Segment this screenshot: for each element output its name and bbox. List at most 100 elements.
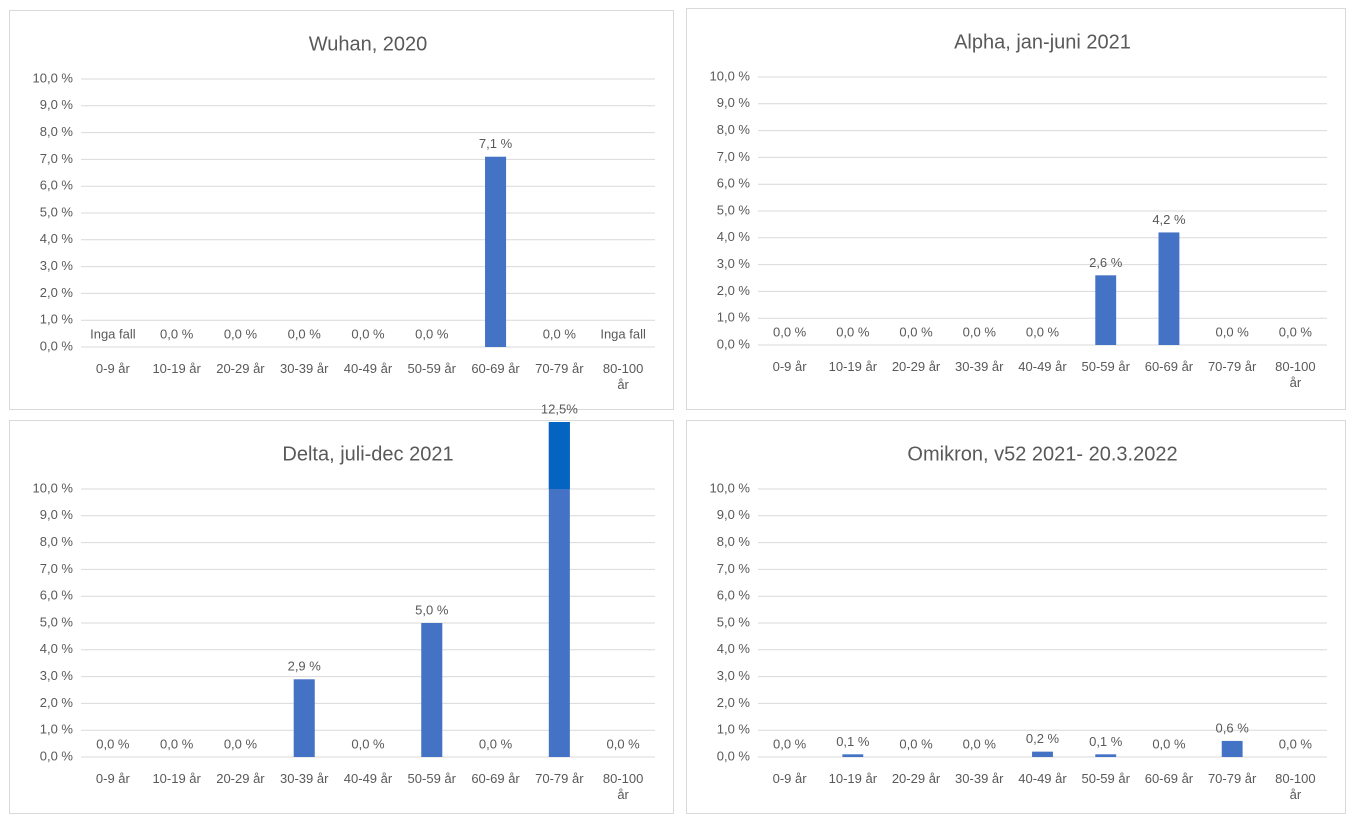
bar [293, 679, 315, 757]
x-tick-label: 30-39 år [280, 361, 329, 376]
bar [421, 623, 443, 757]
y-tick-label: 5,0 % [40, 204, 74, 219]
chart-panel: Delta, juli-dec 2021 0,0 % 1,0 % 2,0 % 3,0 %… [9, 401, 674, 814]
x-tick-label: 10-19 år [152, 361, 201, 376]
x-tick-label: 70-79 år [1207, 359, 1257, 374]
y-tick-label: 3,0 % [40, 668, 74, 683]
bar-overflow [548, 422, 570, 489]
y-tick-label: 3,0 % [40, 258, 74, 273]
chart-title: Delta, juli-dec 2021 [282, 443, 453, 465]
y-tick-label: 4,0 % [717, 641, 751, 656]
y-tick-label: 3,0 % [717, 256, 751, 271]
data-label: 0,0 % [415, 326, 449, 341]
x-tick-label: 10-19 år [828, 359, 878, 374]
x-tick-label: 80-100 år [1275, 771, 1316, 802]
y-tick-label: 8,0 % [717, 122, 751, 137]
bar [842, 754, 864, 757]
bar [1095, 754, 1117, 757]
chart-title: Wuhan, 2020 [309, 33, 428, 55]
y-tick-label: 8,0 % [40, 534, 74, 549]
x-tick-label: 60-69 år [1144, 771, 1194, 786]
data-label: 0,0 % [836, 324, 870, 339]
x-tick-label: 80-100 år [602, 771, 644, 802]
data-label: Inga fall [90, 326, 136, 341]
y-tick-label: 9,0 % [717, 95, 751, 110]
y-tick-label: 2,0 % [40, 285, 74, 300]
data-label: 0,0 % [606, 736, 640, 751]
data-label: 0,0 % [160, 326, 194, 341]
y-tick-label: 7,0 % [717, 149, 751, 164]
x-tick-label: 70-79 år [1207, 771, 1257, 786]
data-label: 0,0 % [96, 736, 130, 751]
data-label: 5,0 % [415, 602, 449, 617]
bar [1095, 275, 1117, 345]
x-tick-label: 40-49 år [343, 361, 393, 376]
x-tick-label: 50-59 år [1081, 771, 1130, 786]
x-tick-label: 50-59 år [407, 361, 456, 376]
y-tick-label: 1,0 % [717, 722, 751, 737]
y-tick-label: 0,0 % [717, 336, 751, 351]
y-tick-label: 10,0 % [33, 480, 74, 495]
x-tick-label: 60-69 år [471, 771, 520, 786]
y-tick-label: 6,0 % [717, 176, 751, 191]
x-tick-label: 0-9 år [95, 771, 130, 786]
data-label: 0,0 % [351, 736, 385, 751]
x-tick-label: 50-59 år [1081, 359, 1130, 374]
y-tick-label: 0,0 % [40, 748, 74, 763]
x-tick-label: 40-49 år [1018, 359, 1067, 374]
y-tick-label: 6,0 % [717, 588, 751, 603]
y-tick-label: 2,0 % [717, 283, 751, 298]
chart-title: Alpha, jan-juni 2021 [954, 31, 1131, 53]
data-label: 2,9 % [288, 659, 322, 674]
chart: Delta, juli-dec 2021 0,0 % 1,0 % 2,0 % 3,0 %… [33, 401, 655, 763]
y-tick-label: 1,0 % [717, 310, 751, 325]
x-tick-label: 60-69 år [1144, 359, 1194, 374]
y-tick-label: 0,0 % [717, 748, 751, 763]
x-tick-label: 10-19 år [152, 771, 201, 786]
x-tick-label: 50-59 år [407, 771, 456, 786]
y-tick-label: 4,0 % [40, 231, 74, 246]
y-tick-label: 5,0 % [717, 202, 751, 217]
y-tick-label: 9,0 % [717, 507, 751, 522]
x-tick-label: 20-29 år [216, 361, 265, 376]
data-label: 0,0 % [1152, 736, 1186, 751]
data-label: Inga fall [600, 326, 646, 341]
bar [1221, 740, 1243, 757]
data-label: 0,0 % [1279, 324, 1313, 339]
data-label: 0,0 % [899, 736, 933, 751]
data-label: 0,6 % [1216, 720, 1250, 735]
y-tick-label: 9,0 % [40, 97, 74, 112]
y-tick-label: 10,0 % [710, 480, 751, 495]
y-tick-label: 4,0 % [717, 229, 751, 244]
y-tick-label: 5,0 % [717, 614, 751, 629]
x-tick-label: 10-19 år [828, 771, 878, 786]
y-tick-label: 1,0 % [40, 722, 74, 737]
chart: Alpha, jan-juni 2021 0,0 % 1,0 % 2,0 % 3,0 %… [710, 31, 1327, 351]
data-label: 2,6 % [1089, 255, 1123, 270]
data-label: 4,2 % [1152, 212, 1186, 227]
bar [1158, 232, 1180, 345]
y-tick-label: 9,0 % [40, 507, 74, 522]
y-tick-label: 7,0 % [40, 151, 74, 166]
y-tick-label: 2,0 % [40, 695, 74, 710]
x-tick-label: 60-69 år [471, 361, 520, 376]
data-label: 0,0 % [899, 324, 933, 339]
x-tick-label: 80-100 år [1275, 359, 1316, 390]
x-tick-label: 40-49 år [1018, 771, 1067, 786]
x-tick-label: 70-79 år [535, 361, 584, 376]
chart: Wuhan, 2020 0,0 % 1,0 % 2,0 % 3,0 % 4,0 % 5,0 … [33, 33, 655, 353]
x-tick-label: 0-9 år [95, 361, 130, 376]
data-label: 0,0 % [1216, 324, 1250, 339]
data-label: 0,0 % [963, 736, 997, 751]
y-tick-label: 10,0 % [710, 68, 751, 83]
bar [1032, 751, 1053, 757]
y-tick-label: 3,0 % [717, 668, 751, 683]
x-tick-label: 70-79 år [535, 771, 584, 786]
data-label: 0,0 % [543, 326, 577, 341]
chart-panel: Alpha, jan-juni 2021 0,0 % 1,0 % 2,0 % 3,0 %… [686, 8, 1346, 410]
data-label: 0,0 % [351, 326, 385, 341]
data-label: 0,0 % [479, 736, 513, 751]
y-tick-label: 4,0 % [40, 641, 74, 656]
x-tick-label: 40-49 år [343, 771, 393, 786]
